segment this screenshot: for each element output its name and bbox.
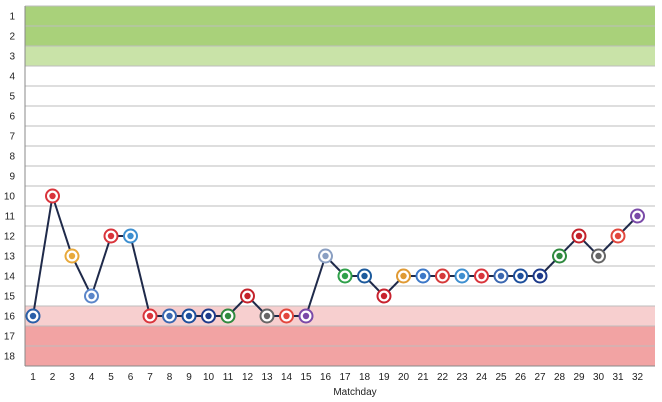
matchday-marker: [298, 308, 314, 324]
matchday-marker: [259, 308, 275, 324]
x-tick-label: 31: [612, 372, 624, 383]
x-tick-label: 5: [108, 372, 114, 383]
zone-band-3: [25, 306, 655, 326]
y-tick-label: 6: [9, 112, 15, 123]
x-tick-label: 12: [242, 372, 254, 383]
matchday-marker: [64, 248, 80, 264]
x-tick-label: 10: [203, 372, 215, 383]
matchday-marker: [240, 288, 255, 304]
matchday-marker: [493, 268, 509, 284]
zone-band-2: [25, 46, 655, 66]
x-tick-label: 24: [476, 372, 488, 383]
y-tick-label: 2: [9, 32, 15, 43]
matchday-marker: [142, 308, 158, 324]
x-tick-label: 19: [378, 372, 390, 383]
y-tick-label: 10: [4, 192, 16, 203]
y-tick-label: 7: [9, 132, 15, 143]
matchday-marker: [532, 268, 548, 284]
matchday-marker: [571, 228, 587, 244]
matchday-marker: [610, 228, 626, 244]
matchday-marker: [454, 268, 470, 284]
y-tick-label: 15: [4, 292, 16, 303]
y-tick-label: 1: [9, 12, 15, 23]
matchday-markers: [25, 188, 645, 324]
x-tick-label: 7: [147, 372, 153, 383]
x-tick-label: 23: [456, 372, 468, 383]
matchday-marker: [396, 268, 411, 284]
x-tick-label: 22: [437, 372, 449, 383]
grid-lines: [24, 5, 655, 367]
y-tick-label: 8: [9, 152, 15, 163]
x-tick-label: 20: [398, 372, 410, 383]
x-tick-label: 14: [281, 372, 293, 383]
x-tick-label: 11: [223, 372, 234, 383]
matchday-marker: [181, 308, 197, 324]
matchday-marker: [220, 308, 236, 324]
x-tick-label: 6: [128, 372, 134, 383]
matchday-marker: [591, 248, 606, 264]
x-tick-label: 16: [320, 372, 332, 383]
x-tick-label: 26: [515, 372, 527, 383]
x-tick-label: 4: [89, 372, 95, 383]
y-tick-label: 18: [4, 352, 16, 363]
x-tick-label: 29: [573, 372, 585, 383]
y-tick-label: 5: [9, 92, 15, 103]
x-tick-label: 8: [167, 372, 173, 383]
y-tick-label: 14: [4, 272, 16, 283]
matchday-marker: [552, 248, 567, 264]
y-tick-label: 4: [9, 72, 15, 83]
x-tick-label: 18: [359, 372, 371, 383]
matchday-marker: [513, 268, 528, 284]
matchday-marker: [103, 228, 119, 244]
matchday-marker: [474, 268, 489, 284]
x-tick-label: 15: [300, 372, 312, 383]
x-tick-label: 32: [632, 372, 644, 383]
matchday-marker: [630, 208, 645, 224]
matchday-marker: [435, 268, 450, 284]
x-tick-label: 27: [534, 372, 546, 383]
x-tick-label: 3: [69, 372, 75, 383]
y-tick-label: 13: [4, 252, 16, 263]
y-tick-label: 3: [9, 52, 15, 63]
matchday-marker: [201, 308, 216, 324]
x-tick-label: 30: [593, 372, 605, 383]
y-tick-label: 16: [4, 312, 16, 323]
y-tick-label: 12: [4, 232, 16, 243]
x-tick-label: 13: [261, 372, 273, 383]
matchday-marker: [45, 188, 60, 204]
matchday-marker: [318, 248, 333, 264]
position-line: [32, 195, 639, 317]
matchday-marker: [162, 308, 177, 324]
matchday-marker: [376, 288, 392, 304]
y-tick-label: 11: [5, 212, 16, 223]
matchday-marker: [279, 308, 294, 324]
x-tick-label: 1: [30, 372, 36, 383]
y-tick-label: 17: [4, 332, 16, 343]
matchday-marker: [123, 228, 138, 244]
x-tick-label: 28: [554, 372, 566, 383]
y-tick-label: 9: [9, 172, 15, 183]
x-tick-label: 9: [186, 372, 192, 383]
x-tick-label: 2: [50, 372, 56, 383]
matchday-marker: [415, 268, 431, 284]
x-tick-label: 25: [495, 372, 507, 383]
matchday-marker: [357, 268, 372, 284]
x-tick-label: 17: [339, 372, 351, 383]
matchday-marker: [337, 268, 353, 284]
x-axis-label: Matchday: [333, 387, 376, 398]
matchday-marker: [84, 288, 99, 304]
x-tick-label: 21: [417, 372, 429, 383]
x-axis-ticks: 1 2 3 4 5 6 7 8 9 10 11 12 13 14 15 16 17 18 19 20 21 22 23 24 2…: [30, 372, 643, 383]
matchday-marker: [25, 308, 41, 324]
